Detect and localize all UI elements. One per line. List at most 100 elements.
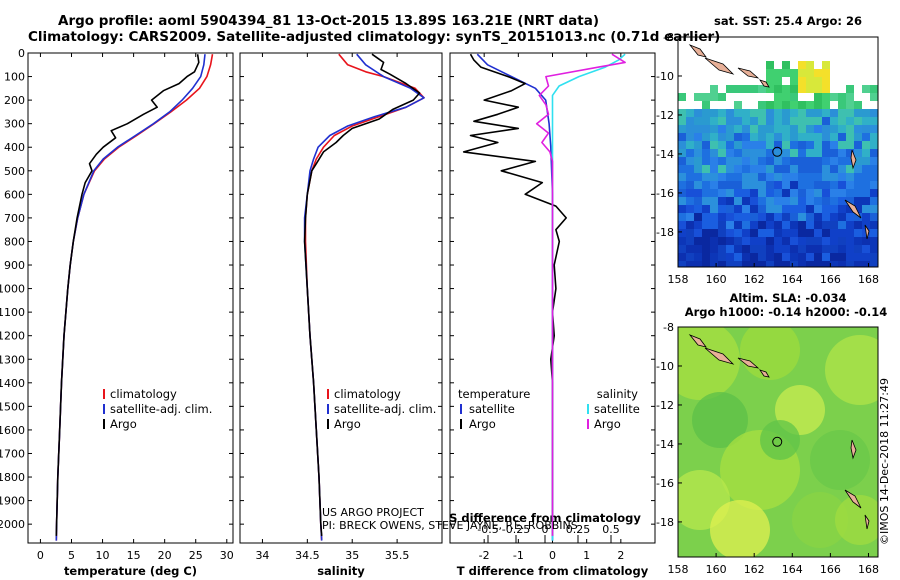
sst-cell — [838, 173, 846, 181]
sst-cell — [806, 77, 814, 85]
sst-cell — [694, 213, 702, 221]
sst-cell — [846, 181, 854, 189]
sst-cell — [678, 205, 686, 213]
sst-cell — [830, 237, 838, 245]
sst-cell — [766, 229, 774, 237]
sst-cell — [838, 197, 846, 205]
sst-cell — [758, 157, 766, 165]
temperature-series-satellite-adj-clim- — [55, 54, 206, 541]
sst-cell — [734, 149, 742, 157]
sst-cell — [766, 69, 774, 77]
sst-cell — [846, 205, 854, 213]
x-tick-label: 168 — [858, 563, 879, 576]
sst-cell — [726, 181, 734, 189]
sst-cell — [782, 125, 790, 133]
sst-cell — [822, 149, 830, 157]
sst-cell — [830, 109, 838, 117]
sst-cell — [806, 85, 814, 93]
sst-cell — [766, 205, 774, 213]
sst-map-title: sat. SST: 25.4 Argo: 26 — [714, 14, 862, 28]
sst-cell — [678, 117, 686, 125]
x-tick-label: 1 — [583, 549, 590, 562]
sst-cell — [726, 237, 734, 245]
sst-cell — [694, 205, 702, 213]
x-tick-label: 30 — [220, 549, 234, 562]
sst-cell — [870, 237, 878, 245]
sst-cell — [870, 133, 878, 141]
y-tick-label: 1200 — [0, 330, 25, 343]
x-tick-label: 158 — [668, 273, 689, 286]
sst-cell — [678, 245, 686, 253]
sst-cell — [742, 181, 750, 189]
sst-cell — [830, 157, 838, 165]
sst-cell — [790, 205, 798, 213]
title-line-1: Argo profile: aoml 5904394_81 13-Oct-201… — [58, 13, 599, 29]
sst-cell — [814, 197, 822, 205]
sst-cell — [766, 101, 774, 109]
island-shape — [704, 57, 735, 75]
sst-cell — [814, 77, 822, 85]
sst-cell — [862, 189, 870, 197]
x-tick-label: 158 — [668, 563, 689, 576]
sst-cell — [782, 69, 790, 77]
sla-blob — [825, 335, 878, 405]
sst-cell — [678, 173, 686, 181]
sst-cell — [806, 141, 814, 149]
sst-cell — [862, 221, 870, 229]
sla-blob — [710, 500, 770, 557]
sst-cell — [766, 61, 774, 69]
sst-cell — [710, 85, 718, 93]
sst-cell — [814, 165, 822, 173]
y-tick-label: 600 — [4, 188, 25, 201]
sst-cell — [806, 173, 814, 181]
sst-cell — [750, 181, 758, 189]
sst-cell — [758, 253, 766, 261]
sst-cell — [822, 253, 830, 261]
s-tick-label: -0.25 — [502, 523, 530, 536]
sst-cell — [790, 157, 798, 165]
salinity-series-argo — [303, 53, 421, 536]
sst-cell — [750, 149, 758, 157]
sst-cell — [782, 93, 790, 101]
sst-cell — [678, 141, 686, 149]
sst-cell — [686, 149, 694, 157]
credit-line-1: US ARGO PROJECT — [322, 506, 424, 519]
sst-cell — [750, 125, 758, 133]
sst-cell — [742, 133, 750, 141]
sst-cell — [766, 141, 774, 149]
sst-cell — [814, 157, 822, 165]
sst-cell — [830, 245, 838, 253]
legend-label: Argo — [594, 417, 621, 431]
sst-cell — [870, 229, 878, 237]
sst-cell — [838, 253, 846, 261]
sst-cell — [838, 157, 846, 165]
sst-cell — [782, 165, 790, 173]
sst-cell — [758, 221, 766, 229]
sst-cell — [838, 93, 846, 101]
sst-cell — [766, 237, 774, 245]
y-tick-label: 1500 — [0, 400, 25, 413]
sla_map-frame — [677, 326, 879, 558]
sst-cell — [798, 85, 806, 93]
sst-cell — [846, 189, 854, 197]
s-tick-label: 0.25 — [566, 523, 591, 536]
sst-cell — [822, 61, 830, 69]
sst-cell — [870, 189, 878, 197]
sst-cell — [694, 141, 702, 149]
sst-cell — [814, 181, 822, 189]
sla-blob — [835, 495, 878, 545]
salinity-xlabel: salinity — [317, 564, 365, 578]
sst-cell — [854, 181, 862, 189]
sst-cell — [798, 189, 806, 197]
sst-cell — [790, 165, 798, 173]
sst-cell — [830, 117, 838, 125]
sst-cell — [806, 221, 814, 229]
sst-cell — [726, 85, 734, 93]
sst-cell — [782, 245, 790, 253]
sst-cell — [854, 253, 862, 261]
sst-cell — [766, 85, 774, 93]
temperature-series-climatology — [55, 54, 214, 541]
difference-xlabel: T difference from climatology — [457, 564, 649, 578]
sst-cell — [750, 141, 758, 149]
island-shape — [688, 334, 707, 348]
